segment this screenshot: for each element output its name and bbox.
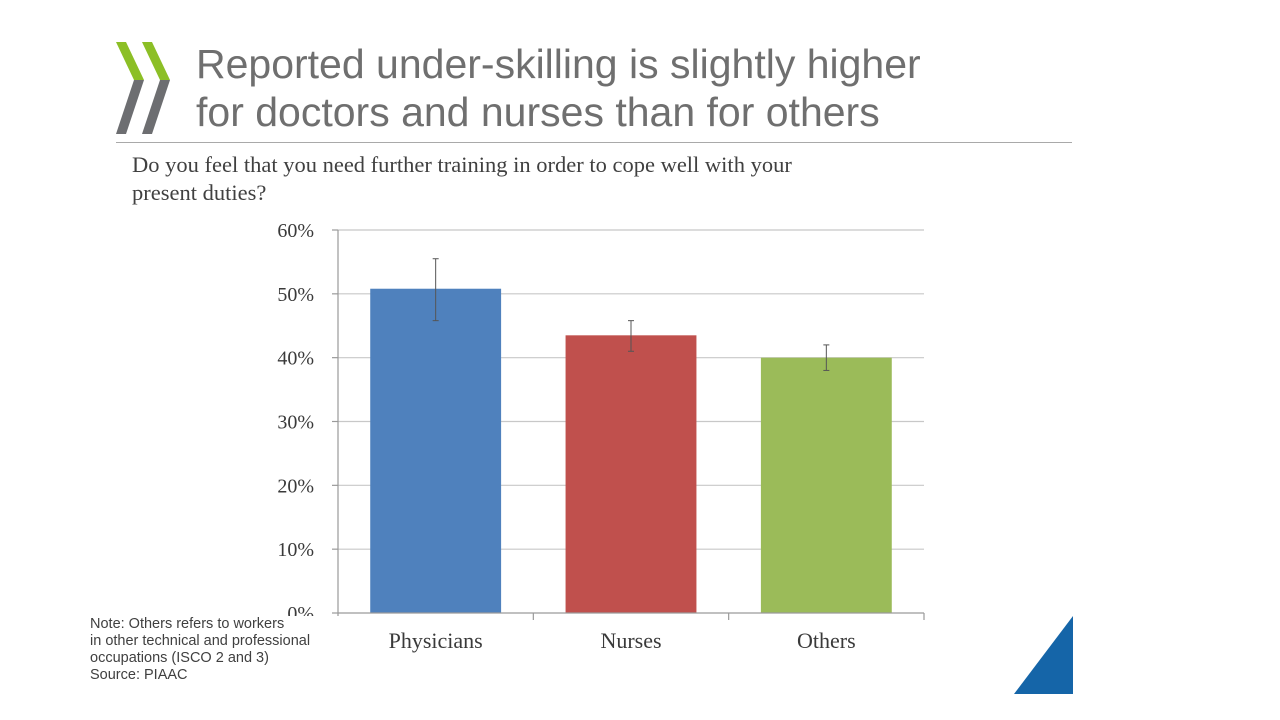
bar-physicians: [370, 288, 502, 613]
chart-bars: [370, 288, 892, 613]
bar-nurses: [565, 335, 697, 613]
chart-note-line-3: occupations (ISCO 2 and 3): [90, 650, 269, 666]
bar-others: [760, 357, 892, 613]
y-tick-label-50: 50%: [277, 284, 314, 306]
oecd-chevron-logo: [116, 42, 170, 134]
chart-y-tick-labels: 0%10%20%30%40%50%60%: [277, 220, 314, 625]
chart-question-line-1: Do you feel that you need further traini…: [132, 152, 792, 177]
chart-note-line-1: Note: Others refers to workers: [90, 616, 285, 632]
chart-note-line-2: in other technical and professional: [90, 633, 311, 649]
slide-title-line-1: Reported under-skilling is slightly high…: [196, 41, 921, 87]
chart-question: Do you feel that you need further traini…: [132, 151, 1032, 207]
y-tick-label-60: 60%: [277, 220, 314, 242]
y-tick-label-20: 20%: [277, 475, 314, 497]
error-bar-others: [823, 344, 830, 371]
slide-title-line-2: for doctors and nurses than for others: [196, 89, 880, 135]
slide-title: Reported under-skilling is slightly high…: [196, 40, 1076, 136]
x-tick-label-physicians: Physicians: [389, 628, 483, 653]
x-tick-label-nurses: Nurses: [600, 628, 661, 653]
chart-question-line-2: present duties?: [132, 180, 267, 205]
logo-chevron-right-bottom: [142, 80, 170, 134]
logo-chevron-left-top: [116, 42, 144, 80]
title-divider: [116, 142, 1072, 143]
logo-chevron-left-bottom: [116, 80, 144, 134]
chart-note-line-4: Source: PIAAC: [90, 667, 188, 683]
logo-chevron-right-top: [142, 42, 170, 80]
corner-triangle-decoration: [1014, 616, 1073, 694]
chart-x-tick-labels: Physicians Nurses Others: [389, 628, 856, 653]
error-bar-nurses: [628, 320, 634, 352]
y-tick-label-30: 30%: [277, 412, 314, 434]
chart-note: Note: Others refers to workers in other …: [90, 616, 380, 684]
error-bar-physicians: [432, 258, 439, 322]
x-tick-label-others: Others: [797, 628, 856, 653]
y-tick-label-40: 40%: [277, 348, 314, 370]
chart-axes: [332, 229, 925, 620]
y-tick-label-10: 10%: [277, 539, 314, 561]
chart-error-bars: [432, 258, 830, 371]
